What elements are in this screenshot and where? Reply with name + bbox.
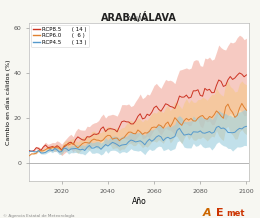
Text: ANUAL: ANUAL <box>127 15 151 22</box>
X-axis label: Año: Año <box>132 197 146 206</box>
Text: E: E <box>216 208 223 218</box>
Legend: RCP8.5      ( 14 ), RCP6.0      (  6 ), RCP4.5      ( 13 ): RCP8.5 ( 14 ), RCP6.0 ( 6 ), RCP4.5 ( 13… <box>31 25 89 47</box>
Y-axis label: Cambio en días cálidos (%): Cambio en días cálidos (%) <box>5 60 11 145</box>
Text: A: A <box>203 208 211 218</box>
Text: © Agencia Estatal de Meteorología: © Agencia Estatal de Meteorología <box>3 214 74 218</box>
Title: ARABA/ÁLAVA: ARABA/ÁLAVA <box>101 12 177 23</box>
Text: met: met <box>226 209 245 218</box>
